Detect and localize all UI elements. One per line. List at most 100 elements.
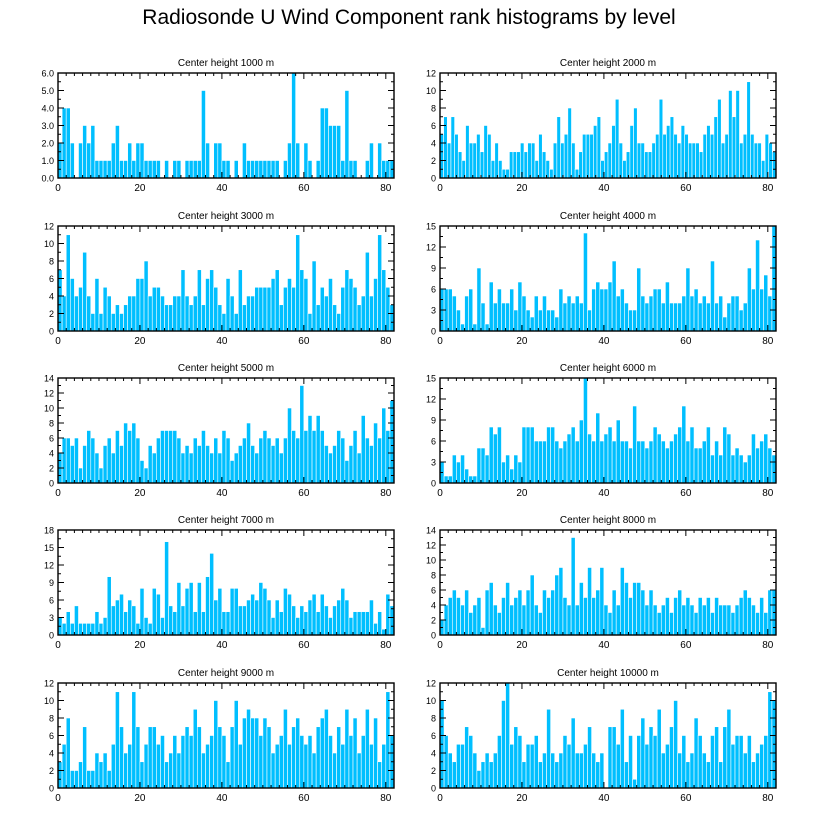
chart-6-ytick-label: 0: [431, 479, 436, 489]
chart-7-bar: [287, 593, 292, 636]
chart-2-bar: [574, 168, 580, 179]
chart-6-bar: [591, 440, 597, 484]
chart-10-bar: [566, 743, 572, 789]
chart-7-ytick-label: 12: [44, 561, 54, 571]
chart-2-bar: [629, 125, 634, 179]
chart-4-bar: [570, 302, 576, 332]
chart-5-bar: [307, 415, 313, 484]
chart-9-bar: [233, 700, 239, 789]
chart-6-bar: [603, 433, 609, 484]
chart-2-bar: [512, 151, 517, 179]
chart-4-bar: [697, 302, 703, 332]
chart-10-bar: [665, 743, 670, 789]
chart-9-bar: [188, 735, 194, 789]
chart-1-ytick-label: 4.0: [41, 104, 54, 114]
chart-10-bar: [513, 726, 519, 789]
chart-6-bar: [706, 426, 711, 484]
chart-10-bar: [730, 743, 736, 789]
chart-9-title: Center height 9000 m: [178, 668, 274, 679]
chart-1-bar: [307, 160, 313, 179]
chart-6-bar: [554, 440, 560, 484]
chart-6-bar: [710, 454, 715, 484]
chart-9-bar: [258, 735, 264, 789]
chart-1-bar: [225, 160, 231, 179]
chart-10-bar: [767, 691, 773, 789]
chart-4-bar: [628, 309, 633, 332]
chart-7-ytick-label: 6: [49, 596, 54, 606]
chart-4-bar: [505, 302, 510, 332]
chart-10-bar: [554, 761, 560, 789]
chart-2-bar: [709, 133, 715, 179]
chart-3-bar: [176, 295, 182, 332]
chart-8-bar: [562, 597, 568, 636]
chart-9-bar: [164, 761, 169, 789]
chart-5-bar: [180, 452, 186, 484]
chart-9-bar: [287, 743, 292, 789]
chart-7-xtick-label: 40: [216, 640, 228, 651]
chart-8-bar: [665, 597, 670, 636]
chart-5-bar: [209, 452, 215, 484]
chart-2-bar: [509, 151, 514, 179]
chart-4-bar: [591, 288, 597, 332]
chart-3-bar: [250, 295, 255, 332]
chart-1-bar: [291, 72, 296, 179]
chart-6-bar: [460, 454, 465, 484]
chart-4-bar: [599, 288, 605, 332]
chart-7-ytick-label: 15: [44, 543, 54, 553]
chart-2-bar: [622, 160, 627, 179]
chart-1-bar: [242, 142, 247, 179]
chart-9-xtick-label: 0: [55, 793, 61, 804]
chart-2-bar: [625, 151, 631, 179]
chart-8-xtick-label: 0: [437, 640, 443, 651]
chart-6-ytick-label: 6: [431, 437, 436, 447]
chart-10-bar: [640, 717, 646, 789]
chart-8-bar: [607, 612, 613, 636]
chart-4-bar: [595, 281, 601, 332]
chart-6-bar: [660, 440, 666, 484]
chart-8-bar: [681, 604, 687, 636]
chart-8-bar: [579, 582, 584, 636]
chart-3-bar: [135, 278, 141, 332]
chart-5-bar: [373, 422, 378, 484]
chart-9-bar: [147, 726, 153, 789]
chart-3-bar: [106, 295, 112, 332]
chart-6-ytick-label: 15: [426, 374, 436, 384]
chart-2-bar: [589, 133, 594, 179]
chart-1-bar: [254, 160, 260, 179]
chart-9-bar: [143, 743, 149, 789]
chart-10-title: Center height 10000 m: [557, 668, 659, 679]
chart-1-bar: [127, 142, 133, 179]
chart-10-bar: [738, 735, 744, 789]
chart-8-bar: [497, 612, 502, 636]
chart-8-bar: [529, 574, 535, 636]
chart-8-bar: [751, 604, 756, 636]
chart-6-bar: [759, 440, 765, 484]
chart-8-bar: [619, 567, 625, 636]
chart-4-bar: [730, 295, 736, 332]
chart-6-bar: [714, 440, 719, 484]
chart-2-bar: [742, 133, 748, 179]
chart-10-bar: [615, 743, 621, 789]
chart-4-bar: [513, 309, 519, 332]
chart-10-bar: [632, 778, 637, 789]
chart-6-bar: [599, 440, 605, 484]
chart-3-bar: [258, 286, 264, 332]
chart-6-bar: [476, 447, 482, 484]
chart-6-bar: [763, 433, 769, 484]
chart-10-bar: [542, 752, 547, 789]
chart-6-bar: [677, 426, 683, 484]
chart-8-bar: [742, 589, 748, 636]
chart-7-bar: [151, 588, 157, 636]
chart-8-xtick-label: 80: [762, 640, 774, 651]
chart-10-bar: [607, 726, 613, 789]
chart-1-title: Center height 1000 m: [178, 58, 274, 69]
chart-6-bar: [579, 419, 584, 484]
chart-5-bar: [188, 452, 194, 484]
chart-1-bar: [315, 160, 321, 179]
chart-3-bar: [209, 269, 215, 332]
chart-5-bar: [315, 415, 321, 484]
chart-6-bar: [468, 475, 474, 484]
chart-3-xtick-label: 0: [55, 336, 61, 347]
chart-1-xtick-label: 80: [380, 183, 392, 194]
chart-3-bar: [270, 278, 276, 332]
